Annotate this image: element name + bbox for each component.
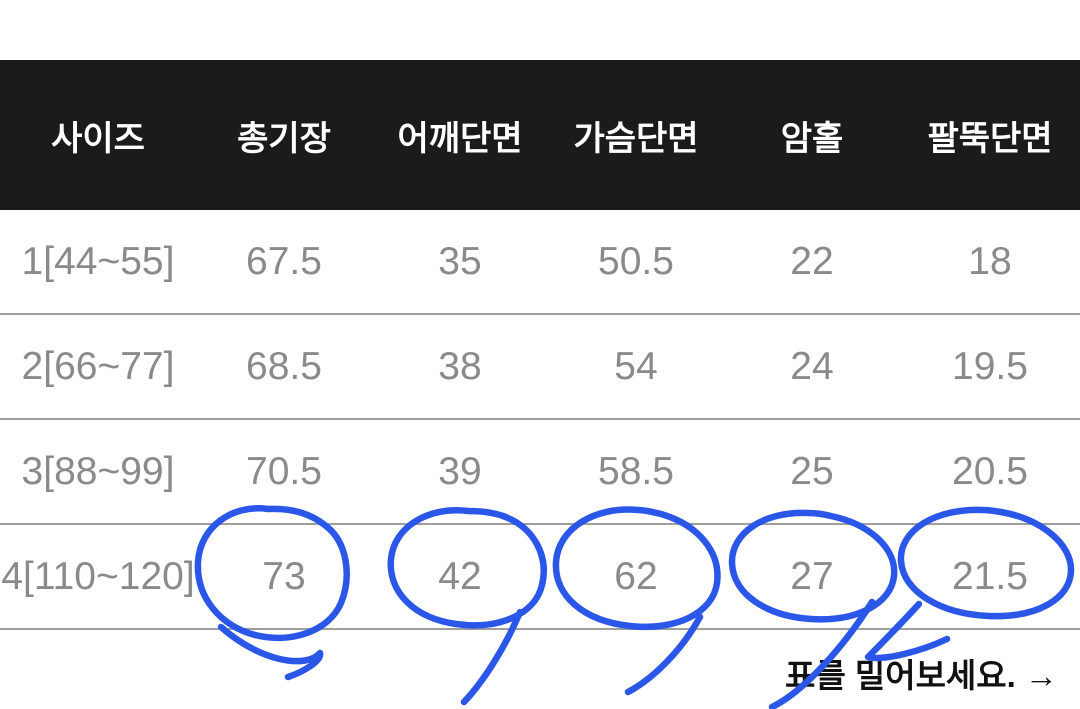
value-cell: 39 [438, 449, 482, 493]
value-cell: 24 [790, 344, 834, 388]
value-cell: 67.5 [246, 239, 322, 283]
table-header-row: 사이즈 총기장 어깨단면 가슴단면 암홀 팔뚝단면 [0, 60, 1080, 210]
value-cell: 54 [614, 344, 658, 388]
value-cell: 18 [968, 239, 1012, 283]
size-table[interactable]: 사이즈 총기장 어깨단면 가슴단면 암홀 팔뚝단면 1[44~55] 67.5 … [0, 60, 1080, 630]
size-cell: 2[66~77] [21, 344, 175, 388]
column-header-shoulder: 어깨단면 [397, 119, 523, 158]
size-cell: 3[88~99] [21, 449, 175, 493]
value-cell: 50.5 [598, 239, 674, 283]
table-row-circled: 4[110~120] 73 42 62 27 21.5 [0, 525, 1080, 630]
value-cell: 35 [438, 239, 482, 283]
value-cell: 21.5 [952, 554, 1028, 598]
table-row: 2[66~77] 68.5 38 54 24 19.5 [0, 315, 1080, 420]
size-cell: 4[110~120] [1, 554, 195, 598]
value-cell: 20.5 [952, 449, 1028, 493]
value-cell: 73 [262, 554, 306, 598]
size-cell: 1[44~55] [21, 239, 175, 283]
value-cell: 58.5 [598, 449, 674, 493]
table-row: 3[88~99] 70.5 39 58.5 25 20.5 [0, 420, 1080, 525]
table-row: 1[44~55] 67.5 35 50.5 22 18 [0, 210, 1080, 315]
swipe-hint-area: 표를 밀어보세요. → [785, 649, 1058, 697]
value-cell: 70.5 [246, 449, 322, 493]
value-cell: 27 [790, 554, 834, 598]
value-cell: 68.5 [246, 344, 322, 388]
value-cell: 42 [438, 554, 482, 598]
value-cell: 22 [790, 239, 834, 283]
value-cell: 25 [790, 449, 834, 493]
column-header-size: 사이즈 [51, 119, 145, 158]
value-cell: 38 [438, 344, 482, 388]
swipe-hint-text: 표를 밀어보세요. → [784, 657, 1058, 694]
value-cell: 62 [614, 554, 658, 598]
column-header-chest: 가슴단면 [573, 119, 699, 158]
value-cell: 19.5 [952, 344, 1028, 388]
column-header-sleeve-width: 팔뚝단면 [927, 119, 1053, 158]
column-header-total-length: 총기장 [237, 119, 331, 158]
column-header-armhole: 암홀 [780, 119, 844, 158]
pen-circle-73-tail [217, 623, 324, 681]
